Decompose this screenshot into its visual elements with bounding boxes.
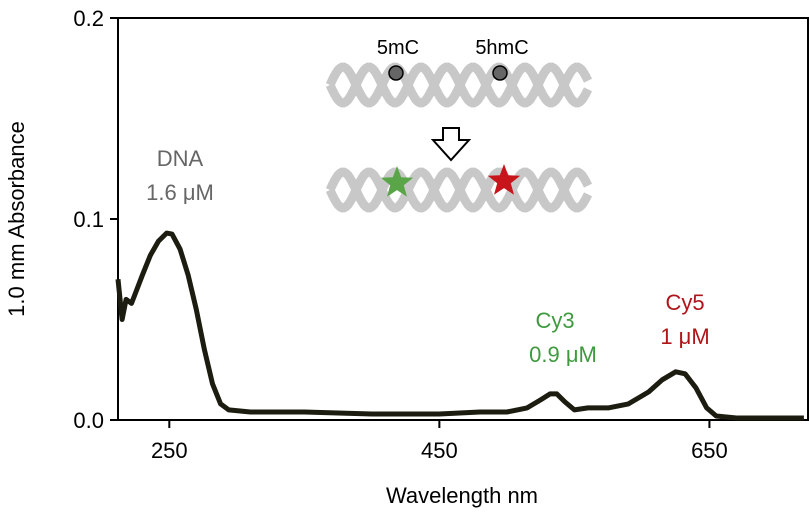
x-tick-label: 250 <box>151 438 188 463</box>
methyl-bead <box>388 65 404 81</box>
arrow <box>430 127 472 162</box>
annotation: Cy3 <box>535 308 574 333</box>
spectrum-line <box>115 230 804 421</box>
x-axis-label: Wavelength nm <box>386 483 538 508</box>
plot <box>110 17 804 428</box>
annotation: 1 μM <box>660 324 709 349</box>
strand <box>325 62 593 108</box>
star <box>380 166 414 197</box>
dna-illustration <box>325 62 593 213</box>
annotation: 1.6 μM <box>146 180 214 205</box>
annotation: 0.9 μM <box>529 342 597 367</box>
y-axis-label: 1.0 mm Absorbance <box>4 121 29 317</box>
star <box>487 164 521 195</box>
annotation: 5hmC <box>475 37 528 59</box>
x-tick-label: 450 <box>421 438 458 463</box>
y-tick-label: 0.2 <box>73 6 104 31</box>
strand <box>325 167 593 213</box>
methyl-bead <box>492 65 508 81</box>
y-tick-label: 0.0 <box>73 408 104 433</box>
annotation: DNA <box>157 146 204 171</box>
annotation: Cy5 <box>665 290 704 315</box>
annotation: 5mC <box>377 37 419 59</box>
x-tick-label: 650 <box>691 438 728 463</box>
y-tick-label: 0.1 <box>73 207 104 232</box>
